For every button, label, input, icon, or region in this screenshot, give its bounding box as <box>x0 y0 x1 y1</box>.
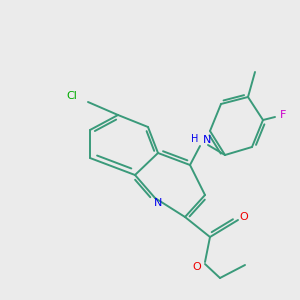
Text: O: O <box>193 262 201 272</box>
Text: N: N <box>203 135 211 145</box>
Text: Cl: Cl <box>67 91 77 101</box>
Text: N: N <box>154 198 162 208</box>
Text: F: F <box>280 110 286 120</box>
Text: H: H <box>191 134 199 144</box>
Text: O: O <box>240 212 248 222</box>
